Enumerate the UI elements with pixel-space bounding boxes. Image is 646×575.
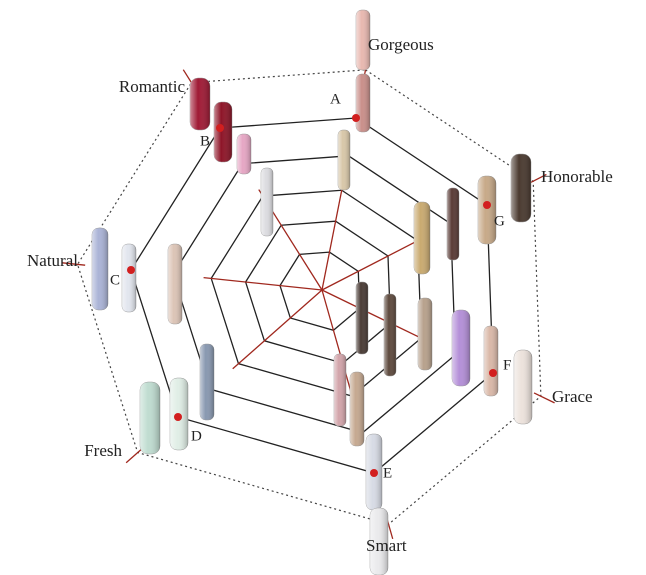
axis-line [321, 289, 429, 343]
point-dot [489, 369, 497, 377]
product-shine [478, 176, 496, 244]
product-shine [261, 168, 273, 236]
axis-line [321, 289, 355, 404]
point-dot [127, 266, 135, 274]
product-shine [338, 130, 350, 190]
axis-label: Fresh [84, 441, 122, 460]
axis-label: Smart [366, 536, 407, 555]
axis-label: Grace [552, 387, 593, 406]
product-shine [200, 344, 214, 420]
axis-tail [62, 262, 86, 266]
axis-line [321, 236, 425, 291]
product-shine [356, 282, 368, 354]
point-label: F [503, 357, 511, 373]
point-dot [174, 413, 182, 421]
product-shine [140, 382, 160, 454]
product-shine [237, 134, 251, 174]
product-shine [414, 202, 430, 274]
product-shine [122, 244, 136, 312]
point-dot [216, 124, 224, 132]
product-shine [214, 102, 232, 162]
web-ring [279, 251, 361, 331]
product-shine [511, 154, 531, 222]
point-label: B [200, 133, 210, 149]
axis-label: Romantic [119, 77, 186, 96]
axis-label: Natural [27, 251, 78, 270]
axis-tail [533, 392, 555, 404]
product-shine [190, 78, 210, 130]
product-shine [334, 354, 346, 426]
axis-line [321, 183, 344, 291]
product-shine [168, 244, 182, 324]
axis-label: Gorgeous [368, 35, 434, 54]
axis-tail [125, 446, 144, 464]
product-shine [356, 74, 370, 132]
product-shine [418, 298, 432, 370]
outer-ring [76, 69, 542, 525]
product-shine [350, 372, 364, 446]
product-shine [370, 508, 388, 575]
axis-line [203, 276, 323, 291]
product-shine [452, 310, 470, 386]
product-shine [356, 10, 370, 70]
point-label: G [494, 213, 505, 229]
point-label: E [383, 465, 392, 481]
product-shine [384, 294, 396, 376]
web-ring [244, 220, 392, 364]
point-dot [352, 114, 360, 122]
product-shine [92, 228, 108, 310]
point-label: C [110, 272, 120, 288]
axis-label: Honorable [541, 167, 613, 186]
point-label: A [330, 91, 341, 107]
point-dot [370, 469, 378, 477]
product-shine [447, 188, 459, 260]
web-ring [172, 155, 457, 434]
axis-line [232, 289, 323, 370]
point-label: D [191, 428, 202, 444]
product-shine [514, 350, 532, 424]
product-shine [484, 326, 498, 396]
point-dot [483, 201, 491, 209]
